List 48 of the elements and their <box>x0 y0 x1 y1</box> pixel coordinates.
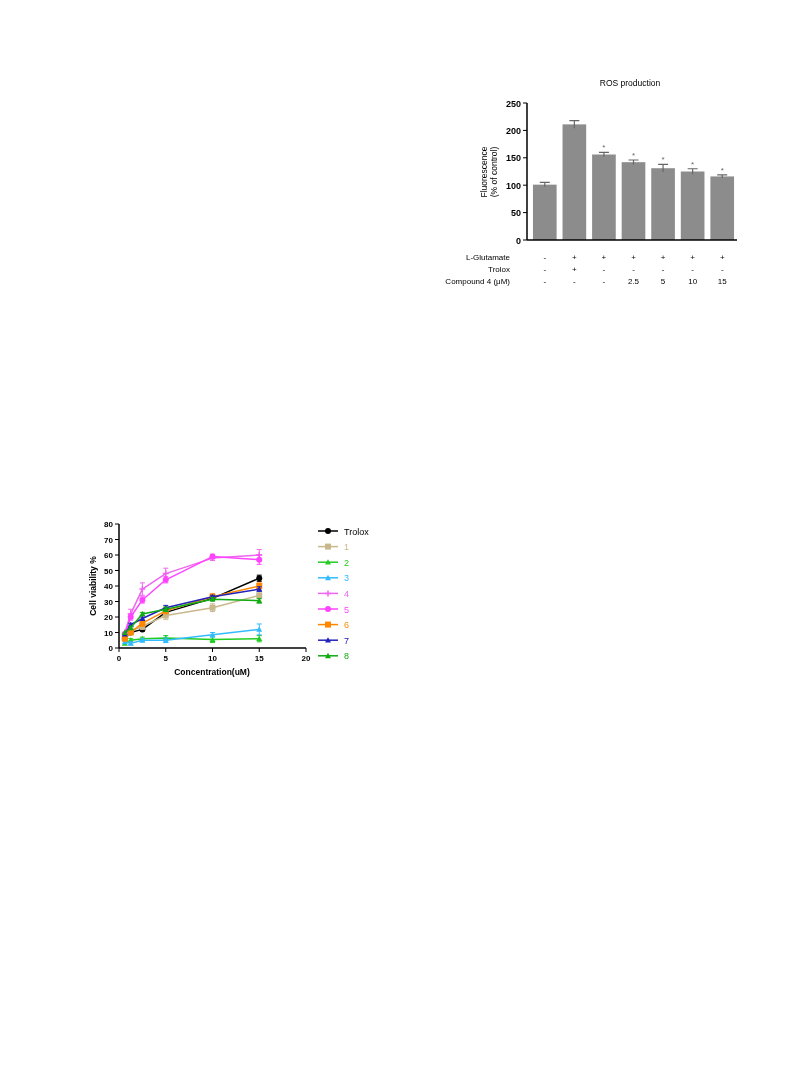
x-tick-label: + - 5 <box>660 253 666 286</box>
x-tick-label: 10 <box>208 654 218 663</box>
x-tick-label: 0 <box>116 654 122 663</box>
x-axis-title: Concentration(uM) <box>174 667 250 677</box>
y-tick-label: 50 <box>104 566 114 576</box>
y-tick-label: 150 <box>505 153 521 164</box>
x-tick-label: + - 2.5 <box>627 253 640 286</box>
x-tick-label: 20 <box>301 654 311 663</box>
x-tick-label: - - - <box>543 253 547 286</box>
legend-label: 5 <box>344 604 350 615</box>
y-tick-label: 40 <box>104 582 114 591</box>
y-tick-label: 20 <box>104 613 114 622</box>
text: L-Glutamate <box>465 253 511 262</box>
annotation: * <box>661 155 665 165</box>
annotation: * <box>720 165 724 175</box>
annotation: * <box>602 143 606 153</box>
legend-label: 3 <box>344 573 350 584</box>
y-tick-label: 100 <box>505 180 521 191</box>
y-tick-label: 200 <box>505 125 521 136</box>
legend-label: 2 <box>344 557 350 568</box>
y-tick-label: 250 <box>505 98 521 109</box>
y-tick-label: 30 <box>104 597 114 607</box>
y-tick-label: 60 <box>104 551 114 560</box>
y-axis-title: Cell viability % <box>88 555 98 616</box>
legend-label: 8 <box>344 651 350 662</box>
chart-title: ROS production <box>599 78 661 88</box>
x-tick-label: 5 <box>163 654 169 663</box>
text: Trolox <box>488 265 510 274</box>
x-tick-label: + - 10 <box>688 253 698 286</box>
y-axis-title: Fluorescence (% of control) <box>479 146 499 198</box>
x-tick-label: + + - <box>572 253 578 286</box>
annotation: * <box>691 159 695 169</box>
y-tick-label: 50 <box>510 208 521 219</box>
text: Compound 4 (μM) <box>445 277 511 286</box>
legend-label: 1 <box>344 542 350 553</box>
legend-label: 6 <box>344 620 350 631</box>
x-tick-label: 15 <box>254 654 265 663</box>
legend-label: 4 <box>344 588 350 599</box>
x-tick-label: + - 15 <box>717 253 728 286</box>
y-tick-label: 0 <box>515 235 521 246</box>
y-tick-label: 80 <box>104 520 114 529</box>
legend-label: Trolox <box>344 526 370 537</box>
y-tick-label: 10 <box>104 628 114 638</box>
legend-label: 7 <box>344 635 350 646</box>
y-tick-label: 70 <box>104 535 114 545</box>
annotation: * <box>631 150 636 160</box>
x-tick-label: + - - <box>601 253 607 286</box>
y-tick-label: 0 <box>108 644 114 653</box>
